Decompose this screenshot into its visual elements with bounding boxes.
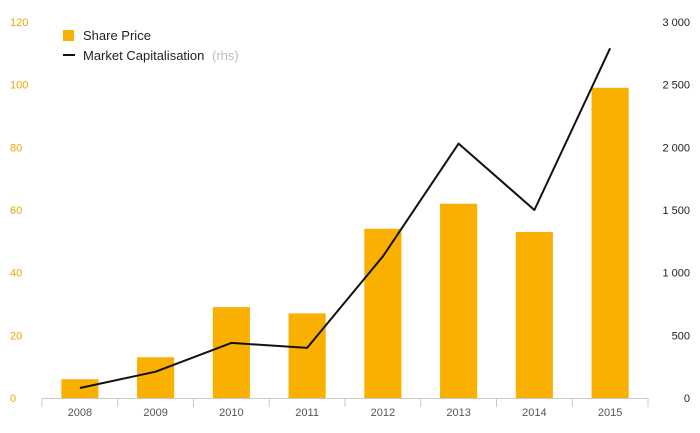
right-tick-label-3000: 3 000 xyxy=(662,17,690,29)
left-tick-label-60: 60 xyxy=(10,205,22,217)
right-tick-label-1500: 1 500 xyxy=(662,205,690,217)
left-tick-label-80: 80 xyxy=(10,142,22,154)
x-label-2012: 2012 xyxy=(371,407,395,419)
right-tick-label-2500: 2 500 xyxy=(662,80,690,92)
x-label-2013: 2013 xyxy=(446,407,470,419)
legend-label-market-cap: Market Capitalisation (rhs) xyxy=(83,48,239,63)
left-tick-label-0: 0 xyxy=(10,393,16,405)
bar-2008 xyxy=(61,379,99,398)
x-label-2011: 2011 xyxy=(295,407,319,419)
line-series-market-cap xyxy=(79,47,612,389)
x-label-2008: 2008 xyxy=(68,407,92,419)
x-label-2010: 2010 xyxy=(219,407,243,419)
left-axis-labels: 0 20 40 60 80 100 120 xyxy=(10,17,28,405)
left-tick-label-40: 40 xyxy=(10,268,22,280)
bars-group xyxy=(61,87,629,399)
x-label-2015: 2015 xyxy=(598,407,622,419)
legend-label-market-cap-name: Market Capitalisation xyxy=(83,48,204,63)
left-tick-label-20: 20 xyxy=(10,330,22,342)
x-tick-marks xyxy=(41,398,649,407)
bar-2010 xyxy=(212,307,250,398)
right-tick-label-2000: 2 000 xyxy=(662,142,690,154)
bar-2012 xyxy=(364,228,402,398)
left-tick-label-120: 120 xyxy=(10,17,28,29)
legend-label-market-cap-note: (rhs) xyxy=(212,48,239,63)
right-tick-label-500: 500 xyxy=(672,330,690,342)
bar-2011 xyxy=(288,313,326,398)
left-tick-label-100: 100 xyxy=(10,80,28,92)
legend-label-share-price: Share Price xyxy=(83,28,151,43)
right-axis-labels: 0 500 1 000 1 500 2 000 2 500 3 000 xyxy=(662,17,690,405)
bar-2014 xyxy=(515,231,553,398)
right-tick-label-1000: 1 000 xyxy=(662,268,690,280)
bar-2013 xyxy=(440,203,478,398)
x-axis-labels: 2008 2009 2010 2011 2012 2013 2014 2015 xyxy=(68,407,623,419)
line-group xyxy=(79,47,612,389)
legend-swatch-share-price xyxy=(63,30,74,41)
right-tick-label-0: 0 xyxy=(684,393,690,405)
bar-2015 xyxy=(591,87,629,399)
legend: Share Price Market Capitalisation (rhs) xyxy=(63,28,239,63)
x-label-2014: 2014 xyxy=(522,407,546,419)
x-label-2009: 2009 xyxy=(143,407,167,419)
bar-2009 xyxy=(137,357,175,398)
